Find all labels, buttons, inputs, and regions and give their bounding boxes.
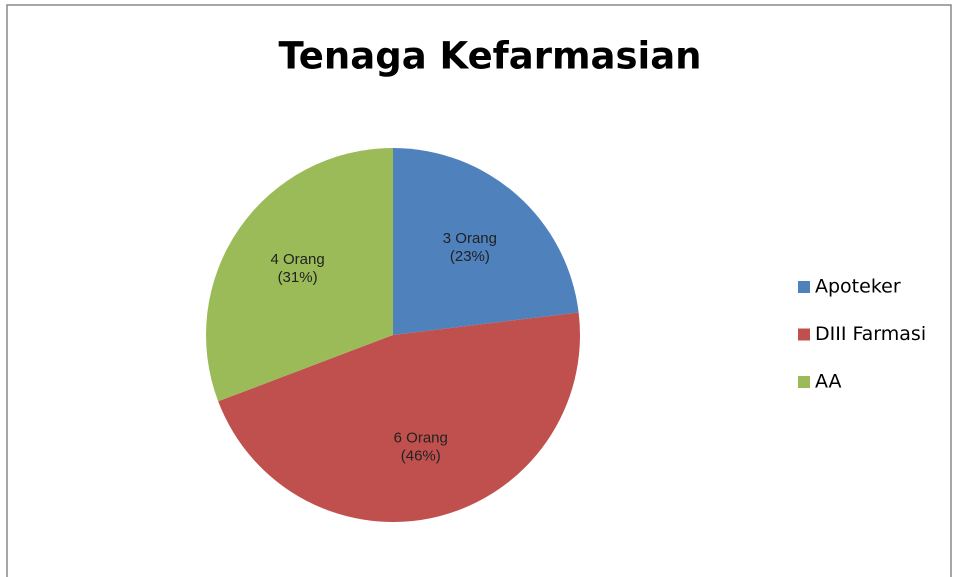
legend-swatch <box>798 328 810 341</box>
data-label: 4 Orang <box>270 251 324 268</box>
data-label: (23%) <box>450 248 490 265</box>
data-label: 6 Orang <box>394 430 448 447</box>
legend-swatch <box>798 281 810 293</box>
legend-label: Apoteker <box>815 276 901 298</box>
chart-title: Tenaga Kefarmasian <box>278 35 701 78</box>
data-label: (46%) <box>401 448 441 465</box>
data-label: (31%) <box>278 269 318 286</box>
legend-label: AA <box>815 371 842 393</box>
legend-swatch <box>798 376 810 388</box>
legend-label: DIII Farmasi <box>815 323 926 345</box>
pie-slice <box>393 148 579 335</box>
pie-slice <box>205 148 393 402</box>
pie-slice <box>218 312 580 522</box>
data-label: 3 Orang <box>443 230 497 247</box>
